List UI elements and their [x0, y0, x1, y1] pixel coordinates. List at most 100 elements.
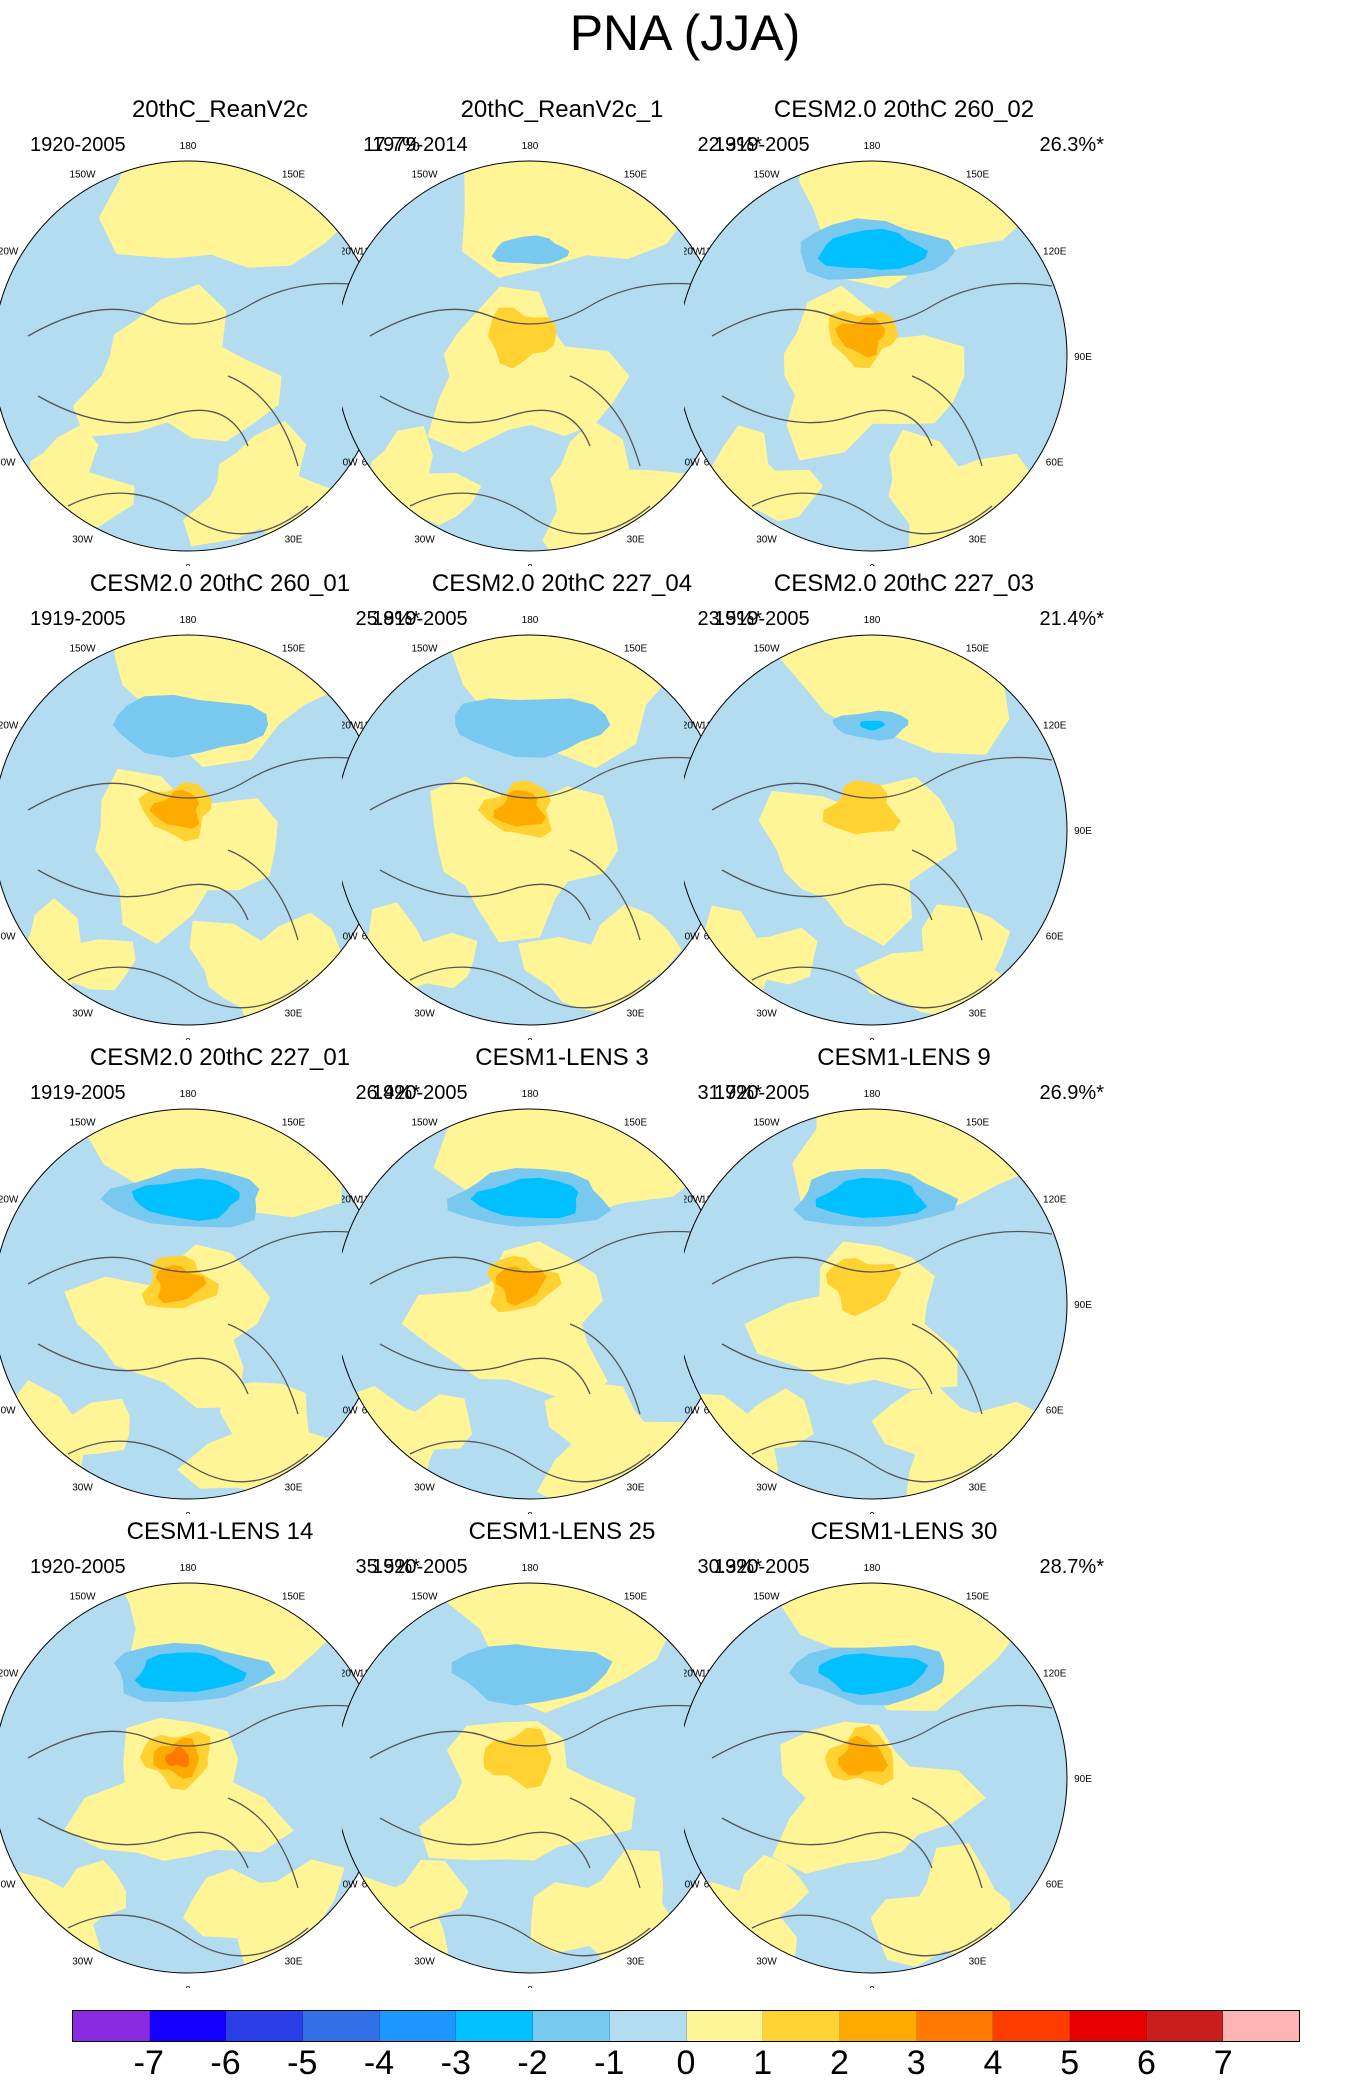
colorbar-segment — [303, 2011, 380, 2041]
longitude-label: 0 — [869, 563, 875, 566]
longitude-label: 150E — [966, 169, 990, 180]
field-positive-region — [536, 1383, 712, 1499]
longitude-label: 0 — [185, 563, 191, 566]
panel-variance: 35.5%* — [355, 1556, 421, 1578]
map-border — [684, 160, 1068, 552]
longitude-label: 0 — [527, 1985, 533, 1988]
coastline — [227, 849, 299, 941]
panel-variance: 25.8%* — [355, 608, 421, 630]
field-positive-region — [427, 286, 630, 453]
coastline — [369, 282, 711, 337]
map-panel: CESM2.0 20thC 227_01 1919-2005 26.4%* 180 15… — [0, 1044, 440, 1514]
longitude-label: 60W — [684, 1880, 700, 1891]
negative-contour — [131, 1178, 240, 1221]
longitude-label: 60W — [342, 1406, 358, 1417]
panel-title: CESM2.0 20thC 260_02 — [773, 96, 1035, 123]
longitude-label: 30E — [969, 535, 987, 546]
longitude-label: 120E — [1043, 1195, 1067, 1206]
panel-title: CESM1-LENS 3 — [475, 1044, 649, 1071]
longitude-label: 60E — [1046, 932, 1064, 943]
coastline — [27, 1704, 369, 1759]
polar-map: 180150E120E90E60E30E030W60W90W120W150W — [342, 615, 750, 1040]
longitude-label: 150W — [69, 643, 96, 654]
coastline — [379, 1817, 591, 1869]
longitude-label: 60E — [1046, 1880, 1064, 1891]
panel-period: 1919-2005 — [30, 608, 126, 630]
longitude-label: 0 — [185, 1037, 191, 1040]
longitude-label: 120W — [684, 721, 703, 732]
coastline — [67, 492, 309, 535]
coastline — [569, 849, 641, 941]
longitude-label: 60W — [342, 1880, 358, 1891]
longitude-label: 150E — [966, 1117, 990, 1128]
longitude-label: 90E — [1074, 1300, 1092, 1311]
longitude-label: 150E — [624, 643, 648, 654]
longitude-label: 120E — [1043, 1669, 1067, 1680]
map-border — [684, 1582, 1068, 1974]
colorbar-segment — [149, 2011, 227, 2041]
longitude-label: 150W — [69, 1591, 96, 1602]
panel-title: CESM2.0 20thC 227_01 — [89, 1044, 351, 1071]
polar-map: 180150E120E90E60E30E030W60W90W120W150W — [0, 1563, 408, 1988]
coastline — [369, 1230, 711, 1285]
coastline — [369, 756, 711, 811]
field-positive-region — [462, 161, 705, 278]
field-positive-region — [64, 1244, 271, 1409]
longitude-label: 30W — [756, 1957, 777, 1968]
colorbar-tick-label: -2 — [517, 2044, 548, 2082]
coastline — [911, 375, 983, 467]
panel-period: 1919-2005 — [714, 134, 810, 156]
colorbar-tick-label: -7 — [133, 2044, 164, 2082]
panel-title: 20thC_ReanV2c — [131, 96, 309, 123]
colorbar-tick-label: -5 — [287, 2044, 318, 2082]
polar-map: 180150E120E90E60E30E030W60W90W120W150W — [0, 615, 408, 1040]
map-border — [684, 634, 1068, 1026]
field-positive-region — [684, 1854, 810, 1966]
longitude-label: 0 — [869, 1985, 875, 1988]
negative-contour — [818, 1653, 929, 1696]
longitude-label: 120W — [342, 721, 361, 732]
longitude-label: 30E — [285, 1957, 303, 1968]
longitude-label: 30W — [414, 1957, 435, 1968]
panel-title: CESM2.0 20thC 227_04 — [431, 570, 693, 597]
coastline — [409, 1914, 651, 1957]
longitude-label: 120W — [0, 1195, 19, 1206]
field-positive-region — [430, 776, 619, 943]
longitude-label: 60W — [684, 932, 700, 943]
positive-contour — [488, 307, 557, 369]
coastline — [751, 1914, 993, 1957]
coastline — [569, 1797, 641, 1889]
panel-variance: 26.4%* — [355, 1082, 421, 1104]
coastline — [37, 395, 249, 447]
colorbar-segment — [916, 2011, 994, 2041]
panel-title: 20thC_ReanV2c_1 — [460, 96, 664, 123]
positive-contour — [483, 1727, 552, 1789]
longitude-label: 150E — [966, 643, 990, 654]
colorbar-tick-label: 7 — [1213, 2044, 1233, 2082]
longitude-label: 60W — [0, 1406, 16, 1417]
longitude-label: 30W — [72, 1957, 93, 1968]
colorbar-tick-label: -1 — [594, 2044, 625, 2082]
coastline — [37, 1343, 249, 1395]
longitude-label: 150W — [753, 643, 780, 654]
panel-period: 1920-2005 — [372, 1556, 468, 1578]
longitude-label: 60W — [342, 932, 358, 943]
field-positive-region — [871, 1387, 1047, 1499]
longitude-label: 90E — [1074, 826, 1092, 837]
coastline — [751, 1440, 993, 1483]
negative-contour — [817, 228, 928, 270]
figure-title: PNA (JJA) — [569, 5, 801, 61]
positive-contour — [838, 1735, 889, 1776]
field-positive-region — [0, 1860, 127, 1973]
panel-period: 1979-2014 — [372, 134, 468, 156]
field-positive-region — [689, 1388, 814, 1499]
panel-variance: 26.3%* — [1039, 134, 1105, 156]
longitude-label: 30E — [285, 1009, 303, 1020]
longitude-label: 60W — [0, 458, 16, 469]
panel-variance: 21.4%* — [1039, 608, 1105, 630]
negative-contour — [470, 1177, 579, 1219]
longitude-label: 150W — [411, 1117, 438, 1128]
coastline — [369, 1704, 711, 1759]
longitude-label: 150W — [753, 1117, 780, 1128]
colorbar-tick-label: 3 — [906, 2044, 926, 2082]
